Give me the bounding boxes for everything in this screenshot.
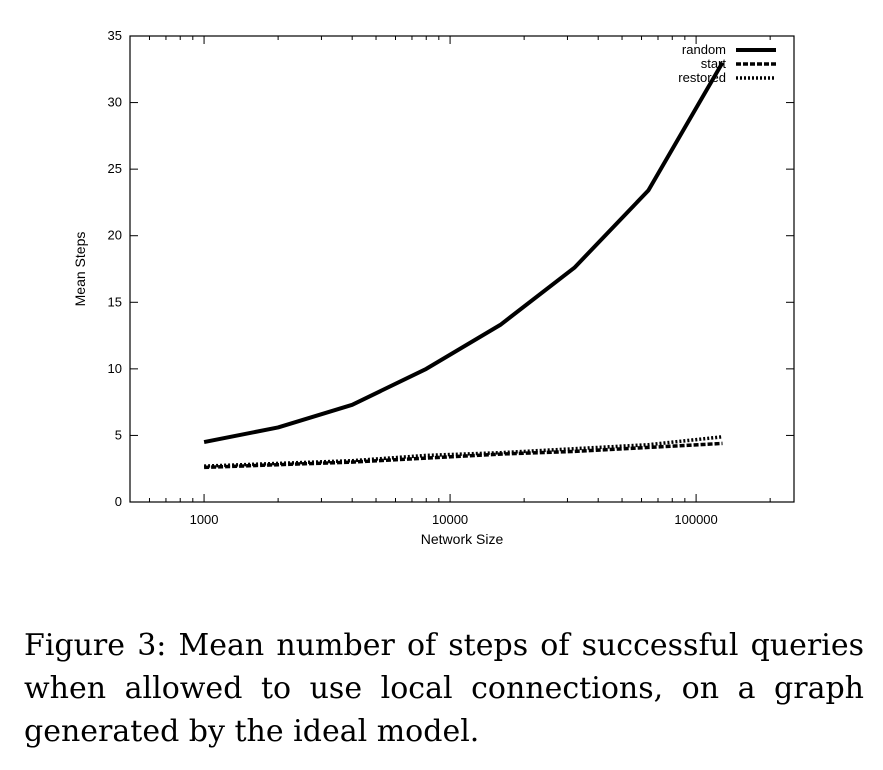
x-axis: 1000 10000 100000	[129, 36, 771, 527]
series-line-start	[204, 441, 723, 470]
line-chart: 0 5 10 15 20 25 30 35 1000 10000 100000 randomsta…	[72, 28, 795, 547]
x-tick-label: 10000	[432, 512, 468, 527]
y-axis-title: Mean Steps	[72, 232, 88, 307]
legend-label-restored: restored	[678, 70, 726, 85]
y-axis: 0 5 10 15 20 25 30 35	[108, 28, 794, 509]
y-tick-label: 15	[108, 294, 122, 309]
legend-label-start: start	[701, 56, 727, 71]
figure-caption: Figure 3: Mean number of steps of succes…	[24, 628, 864, 749]
plot-frame	[129, 35, 795, 503]
series-line-random	[203, 61, 725, 445]
y-tick-label: 35	[108, 28, 122, 43]
x-tick-label: 100000	[674, 512, 717, 527]
series-layer	[203, 61, 725, 470]
y-tick-label: 25	[108, 161, 122, 176]
x-tick-label: 1000	[190, 512, 219, 527]
x-axis-title: Network Size	[421, 531, 504, 547]
y-tick-label: 20	[108, 228, 122, 243]
y-tick-label: 0	[115, 494, 122, 509]
y-tick-label: 5	[115, 427, 122, 442]
y-tick-label: 30	[108, 95, 122, 110]
legend-label-random: random	[682, 42, 726, 57]
y-tick-label: 10	[108, 361, 122, 376]
series-line-restored	[204, 435, 723, 468]
